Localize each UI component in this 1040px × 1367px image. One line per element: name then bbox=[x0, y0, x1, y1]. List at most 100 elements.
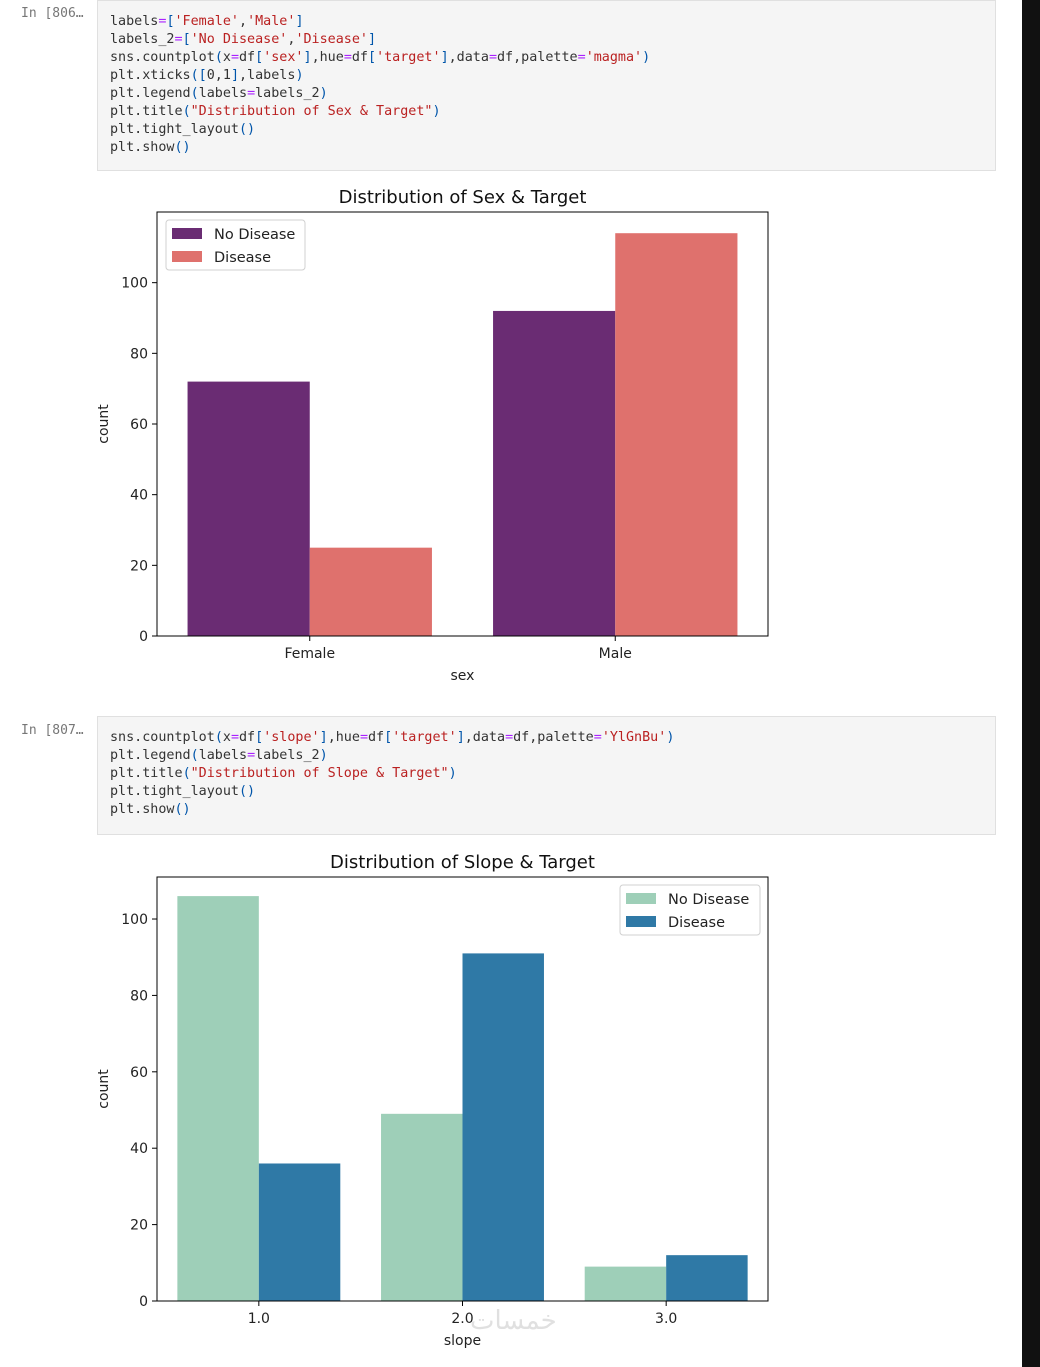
code-token: [ bbox=[166, 14, 175, 29]
code-token: = bbox=[174, 32, 183, 47]
code-token: [ bbox=[182, 32, 191, 47]
code-token: = bbox=[230, 730, 239, 745]
code-line: labels_2=['No Disease','Disease'] bbox=[110, 31, 650, 49]
code-token: df,palette bbox=[497, 50, 578, 65]
code-token: = bbox=[158, 14, 167, 29]
code-token: = bbox=[488, 50, 497, 65]
code-token: () bbox=[239, 122, 256, 137]
code-token: () bbox=[239, 784, 256, 799]
y-tick-label: 40 bbox=[130, 488, 148, 504]
legend-swatch bbox=[626, 916, 656, 927]
code-token: ,data bbox=[448, 50, 489, 65]
y-tick-label: 60 bbox=[130, 417, 148, 433]
code-token: ,data bbox=[464, 730, 506, 745]
code-token: df,palette bbox=[513, 730, 594, 745]
legend-swatch bbox=[626, 893, 656, 904]
code-token: plt.show bbox=[110, 140, 175, 155]
code-token: plt.title bbox=[110, 104, 183, 119]
code-token: ) bbox=[448, 766, 457, 781]
code-token: plt.title bbox=[110, 766, 183, 781]
bar-disease bbox=[666, 1255, 748, 1301]
code-token: ( bbox=[214, 50, 223, 65]
code-line: plt.show() bbox=[110, 801, 674, 819]
code-token: 'YlGnBu' bbox=[601, 730, 667, 745]
code-token: ( bbox=[190, 86, 199, 101]
code-token: sns.countplot bbox=[110, 730, 215, 745]
code-token: = bbox=[230, 50, 239, 65]
code-line: plt.xticks([0,1],labels) bbox=[110, 67, 650, 85]
code-token: ] bbox=[319, 730, 328, 745]
code-token: df bbox=[239, 50, 256, 65]
window-scrollbar[interactable] bbox=[1022, 0, 1040, 1367]
code-token: labels_2 bbox=[255, 86, 320, 101]
x-tick-label: Female bbox=[284, 646, 335, 662]
code-token: "Distribution of Slope & Target" bbox=[190, 766, 449, 781]
code-token: ,labels bbox=[239, 68, 296, 83]
code-cell[interactable]: labels=['Female','Male'] labels_2=['No Di… bbox=[97, 0, 996, 171]
code-token: ] bbox=[303, 50, 312, 65]
bar-chart: 0 20 40 60 80 100 1.0 2.0 3.0 Distribution of Slo… bbox=[96, 852, 769, 1349]
y-tick-label: 80 bbox=[130, 346, 148, 362]
code-token: , bbox=[239, 14, 248, 29]
code-token: ,hue bbox=[327, 730, 360, 745]
code-token: 'Disease' bbox=[295, 32, 368, 47]
bar-no-disease bbox=[493, 310, 616, 636]
code-token: plt.tight_layout bbox=[110, 784, 239, 799]
y-tick-label: 100 bbox=[121, 912, 148, 928]
chart-title: Distribution of Slope & Target bbox=[330, 852, 595, 873]
code-token: ( bbox=[214, 730, 223, 745]
code-token: ) bbox=[295, 68, 304, 83]
bar-disease bbox=[258, 1163, 341, 1301]
bar-disease bbox=[309, 547, 432, 636]
code-token: = bbox=[247, 86, 256, 101]
code-token: x bbox=[222, 50, 231, 65]
code-token: 'sex' bbox=[263, 50, 304, 65]
code-token: ) bbox=[642, 50, 651, 65]
code-token: ( bbox=[182, 104, 191, 119]
code-token: "Distribution of Sex & Target" bbox=[190, 104, 433, 119]
code-cell[interactable]: sns.countplot(x=df['slope'],hue=df['targ… bbox=[97, 716, 996, 835]
code-token: = bbox=[577, 50, 586, 65]
code-token: labels_2 bbox=[255, 748, 320, 763]
code-line: plt.legend(labels=labels_2) bbox=[110, 85, 650, 103]
code-token: [ bbox=[368, 50, 377, 65]
code-token: ] bbox=[230, 68, 239, 83]
code-text[interactable]: sns.countplot(x=df['slope'],hue=df['targ… bbox=[110, 729, 674, 819]
code-token: ] bbox=[440, 50, 449, 65]
code-token: x bbox=[222, 730, 231, 745]
legend-swatch bbox=[172, 228, 202, 239]
code-token: df bbox=[368, 730, 385, 745]
code-token: plt.tight_layout bbox=[110, 122, 239, 137]
bar-disease bbox=[462, 953, 544, 1301]
code-token: () bbox=[174, 802, 191, 817]
code-token: 'slope' bbox=[263, 730, 320, 745]
code-token: ) bbox=[319, 86, 328, 101]
legend-label: No Disease bbox=[668, 892, 749, 908]
y-axis-label: count bbox=[96, 1069, 112, 1109]
code-line: sns.countplot(x=df['slope'],hue=df['targ… bbox=[110, 729, 674, 747]
code-token: labels bbox=[110, 14, 159, 29]
code-token: ] bbox=[295, 14, 304, 29]
code-text[interactable]: labels=['Female','Male'] labels_2=['No Di… bbox=[110, 13, 650, 157]
code-token: sns.countplot bbox=[110, 50, 215, 65]
code-line: plt.tight_layout() bbox=[110, 783, 674, 801]
bar-chart: 0 20 40 60 80 100 Female Male Distribution of Se… bbox=[96, 187, 769, 684]
code-token: [ bbox=[384, 730, 393, 745]
code-token: = bbox=[593, 730, 602, 745]
code-token: 'magma' bbox=[585, 50, 643, 65]
code-token: plt.legend bbox=[110, 86, 191, 101]
cell-prompt: In [806… bbox=[21, 6, 84, 21]
chart-title: Distribution of Sex & Target bbox=[339, 187, 587, 208]
code-token: plt.show bbox=[110, 802, 175, 817]
bar-no-disease bbox=[584, 1266, 667, 1301]
code-token: 0,1 bbox=[206, 68, 231, 83]
code-token: ([ bbox=[190, 68, 207, 83]
bar-no-disease bbox=[381, 1113, 463, 1301]
code-token: = bbox=[505, 730, 514, 745]
code-token: ( bbox=[182, 766, 191, 781]
output-area: 0 20 40 60 80 100 1.0 2.0 3.0 Distribution of Slo… bbox=[0, 844, 1022, 1354]
code-token: ,hue bbox=[311, 50, 344, 65]
x-tick-label: 1.0 bbox=[248, 1311, 270, 1327]
legend-swatch bbox=[172, 251, 202, 262]
code-token: 'Male' bbox=[247, 14, 296, 29]
